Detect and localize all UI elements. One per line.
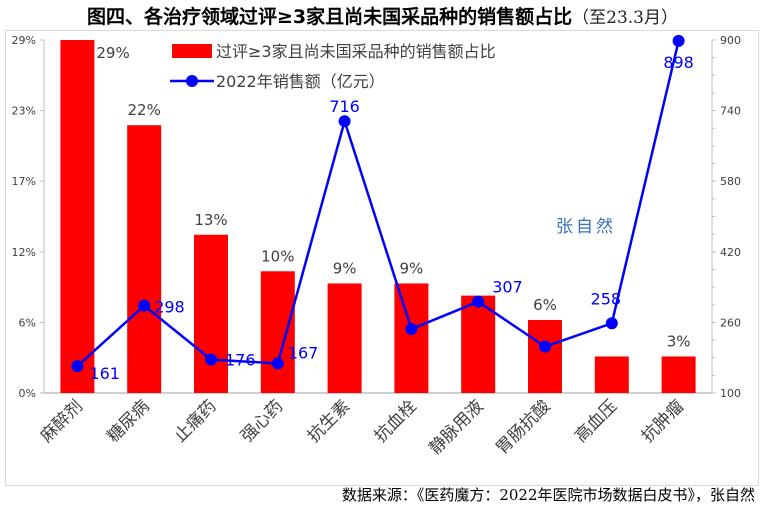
category-label: 强心药 xyxy=(237,396,287,446)
bar-糖尿病 xyxy=(127,125,162,393)
category-label: 麻醉剂 xyxy=(37,396,87,446)
legend-line-label: 2022年销售额（亿元） xyxy=(216,72,385,91)
bar-label: 22% xyxy=(128,101,161,119)
bar-抗生素 xyxy=(327,283,362,393)
bar-强心药 xyxy=(260,271,295,393)
category-label: 抗肿瘤 xyxy=(638,396,688,446)
bar-胃肠抗酸 xyxy=(528,319,562,393)
line-point-静脉用液 xyxy=(472,295,485,308)
right-tick-label: 100 xyxy=(720,387,741,400)
chart-title: 图四、各治疗领域过评≥3家且尚未国采品种的销售额占比（至23.3月） xyxy=(0,2,765,29)
left-tick-label: 12% xyxy=(12,246,36,259)
left-tick-label: 0% xyxy=(19,387,36,400)
source-note: 数据来源：《医药魔方：2022年医院市场数据白皮书》，张自然 xyxy=(341,486,755,504)
bar-高血压 xyxy=(594,356,629,393)
left-tick-label: 23% xyxy=(12,105,36,118)
right-tick-label: 900 xyxy=(720,34,741,47)
category-label: 高血压 xyxy=(571,396,621,446)
sales-line xyxy=(76,40,680,368)
line-point-抗生素 xyxy=(338,115,351,128)
line-point-高血压 xyxy=(605,317,618,330)
line-label: 258 xyxy=(591,289,622,308)
bar-label: 29% xyxy=(96,44,129,62)
bar-麻醉剂 xyxy=(60,40,95,393)
line-point-糖尿病 xyxy=(138,299,151,312)
bar-止痛药 xyxy=(194,234,228,393)
left-tick-label: 6% xyxy=(19,316,36,329)
line-point-胃肠抗酸 xyxy=(539,340,551,353)
legend-line-marker xyxy=(186,75,198,87)
title-main: 图四、各治疗领域过评≥3家且尚未国采品种的销售额占比 xyxy=(86,6,573,28)
title-sub: （至23.3月） xyxy=(572,8,678,28)
bar-label: 3% xyxy=(667,332,691,350)
bar-label: 10% xyxy=(261,247,294,265)
left-tick-label: 29% xyxy=(12,34,36,47)
category-label: 抗血栓 xyxy=(371,396,421,446)
legend-bar-label: 过评≥3家且尚未国采品种的销售额占比 xyxy=(216,42,496,61)
line-label: 898 xyxy=(663,53,694,72)
left-tick-label: 17% xyxy=(12,175,36,188)
right-tick-label: 580 xyxy=(720,175,741,188)
category-label: 胃肠抗酸 xyxy=(492,396,554,458)
bar-label: 9% xyxy=(333,259,357,277)
bar-label: 13% xyxy=(194,211,227,229)
category-label: 抗生素 xyxy=(304,396,354,446)
bar-label: 6% xyxy=(533,296,557,314)
watermark: 张自然 xyxy=(556,217,616,237)
line-point-强心药 xyxy=(271,357,284,370)
line-label: 161 xyxy=(89,364,120,383)
line-point-抗肿瘤 xyxy=(672,34,685,47)
line-label: 307 xyxy=(492,278,523,297)
line-label: 176 xyxy=(225,350,256,369)
category-label: 静脉用液 xyxy=(426,396,488,458)
legend-bar-swatch xyxy=(172,44,212,58)
category-label: 糖尿病 xyxy=(104,396,154,446)
chart-frame xyxy=(5,30,759,486)
bar-抗血栓 xyxy=(394,283,429,393)
line-label: 716 xyxy=(329,97,360,116)
line-point-麻醉剂 xyxy=(71,360,84,373)
line-point-止痛药 xyxy=(205,353,217,366)
bar-静脉用液 xyxy=(461,295,496,393)
category-label: 止痛药 xyxy=(170,396,220,446)
bar-抗肿瘤 xyxy=(661,356,696,393)
line-label: 167 xyxy=(288,343,319,362)
line-label: 298 xyxy=(154,298,185,317)
bar-label: 9% xyxy=(400,259,424,277)
right-tick-label: 420 xyxy=(720,246,741,259)
right-tick-label: 740 xyxy=(720,105,741,118)
right-tick-label: 260 xyxy=(720,316,741,329)
line-point-抗血栓 xyxy=(405,323,418,336)
